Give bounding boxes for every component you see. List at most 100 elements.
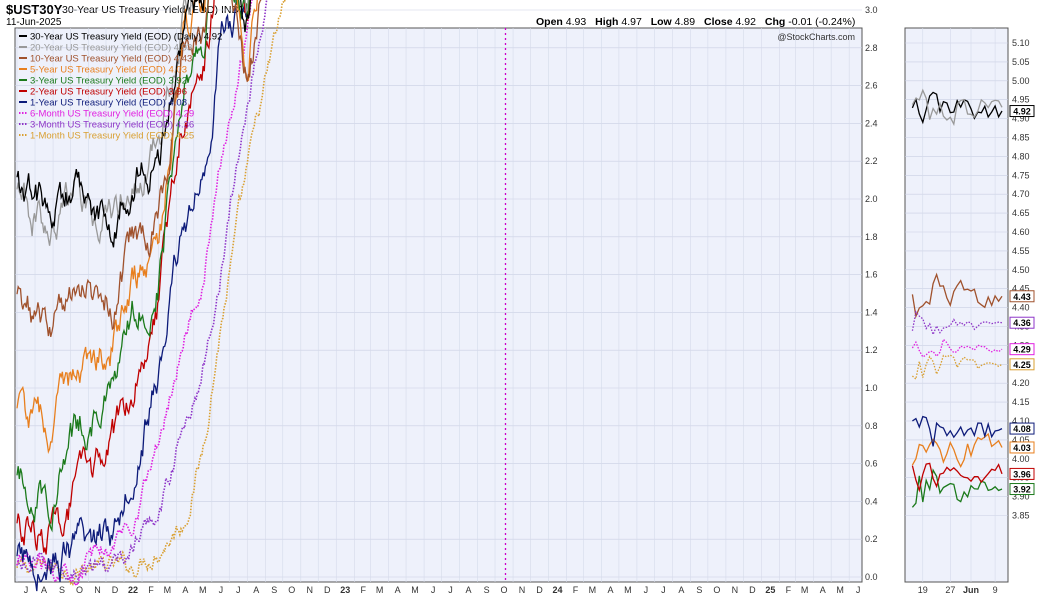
zoom-series-line [911, 88, 1003, 127]
value-tag: 4.92 [1013, 107, 1031, 117]
x-tick-label: A [678, 585, 684, 595]
x-tick-label: M [376, 585, 384, 595]
zoom-y-tick-label: 4.10 [1012, 416, 1030, 426]
chg-label: Chg [764, 16, 786, 28]
y-tick-label: 2.8 [865, 43, 878, 53]
zoom-y-tick-label: 4.65 [1012, 208, 1030, 218]
series-line [16, 0, 249, 246]
series-line [16, 0, 262, 337]
y-tick-label: 1.6 [865, 270, 878, 280]
x-tick-label: N [519, 585, 526, 595]
zoom-y-tick-label: 5.10 [1012, 38, 1030, 48]
series-line [16, 0, 253, 588]
legend-entry: 1-Month US Treasury Yield (EOD) 4.25 [30, 131, 194, 142]
y-tick-label: 0.0 [865, 572, 878, 582]
series-line [16, 0, 251, 555]
x-tick-label: O [76, 585, 83, 595]
x-tick-label: J [448, 585, 453, 595]
zoom-series-line [911, 354, 1003, 381]
y-tick-label: 2.4 [865, 118, 878, 128]
series-line [16, 0, 250, 533]
x-tick-label: M [801, 585, 809, 595]
zoom-y-tick-label: 4.75 [1012, 170, 1030, 180]
x-tick-label: 22 [128, 585, 138, 595]
x-tick-label: O [713, 585, 720, 595]
zoom-series-line [911, 432, 1003, 468]
x-tick-label: A [820, 585, 826, 595]
y-tick-label: 0.6 [865, 459, 878, 469]
y-tick-label: 3.0 [865, 5, 878, 15]
x-tick-label: M [589, 585, 597, 595]
x-tick-label: J [431, 585, 436, 595]
value-tag: 3.92 [1013, 485, 1031, 495]
legend-entry: 3-Year US Treasury Yield (EOD) 3.92 [30, 76, 187, 87]
chg-value: -0.01 (-0.24%) [788, 16, 856, 28]
x-tick-label: A [466, 585, 472, 595]
series-line [16, 0, 251, 592]
x-tick-label: F [361, 585, 367, 595]
zoom-chart: 5.10 5.05 5.00 4.95 4.90 4.85 4.80 4.75 4.70 4.65… [904, 27, 1035, 595]
x-tick-label: M [164, 585, 172, 595]
value-tag: 4.08 [1013, 424, 1031, 434]
value-tag: 4.36 [1013, 318, 1031, 328]
zoom-series-group [911, 88, 1003, 508]
y-axis: 0.0 0.2 0.4 0.6 0.8 1.0 1.2 1.4 1.6 1.8 2.0 2.2 2.4 2… [865, 5, 878, 582]
x-tick-label: 25 [765, 585, 775, 595]
zoom-y-tick-label: 4.00 [1012, 454, 1030, 464]
y-tick-label: 1.4 [865, 307, 878, 317]
watermark: @StockCharts.com [777, 32, 855, 42]
zoom-y-tick-label: 4.15 [1012, 397, 1030, 407]
legend-entry: 10-Year US Treasury Yield (EOD) 4.43 [30, 54, 192, 65]
y-tick-label: 2.0 [865, 194, 878, 204]
x-tick-label: J [24, 585, 29, 595]
x-tick-label: F [573, 585, 579, 595]
series-line [16, 0, 286, 587]
zoom-y-tick-label: 4.70 [1012, 189, 1030, 199]
close-value: 4.92 [735, 16, 756, 28]
zoom-y-tick-label: 4.50 [1012, 265, 1030, 275]
zoom-y-tick-label: 4.55 [1012, 246, 1030, 256]
x-tick-label: J [236, 585, 241, 595]
zoom-series-line [911, 310, 1003, 337]
y-tick-label: 1.2 [865, 345, 878, 355]
zoom-y-tick-label: 5.00 [1012, 76, 1030, 86]
x-tick-label: N [94, 585, 101, 595]
legend-entry: 5-Year US Treasury Yield (EOD) 4.03 [30, 65, 187, 76]
x-tick-label: S [484, 585, 490, 595]
zoom-x-tick-label: 19 [918, 585, 928, 595]
value-tag-box [1009, 358, 1035, 371]
zoom-x-tick-label: 9 [993, 585, 998, 595]
y-tick-label: 0.4 [865, 496, 878, 506]
y-tick-label: 2.2 [865, 156, 878, 166]
zoom-y-tick-label: 4.90 [1012, 114, 1030, 124]
x-tick-label: 24 [553, 585, 563, 595]
zoom-y-tick-label: 3.90 [1012, 492, 1030, 502]
ohlc-readout: Open 4.93 High 4.97 Low 4.89 Close 4.92 … [536, 16, 861, 28]
legend-entry: 30-Year US Treasury Yield (EOD) (Daily) … [30, 32, 222, 43]
x-tick-label: A [41, 585, 47, 595]
zoom-series-line [911, 462, 1003, 493]
x-tick-label: O [501, 585, 508, 595]
zoom-x-tick-label: Jun [963, 585, 979, 595]
value-tag: 4.43 [1013, 292, 1031, 302]
x-tick-label: J [661, 585, 666, 595]
close-label: Close [704, 16, 733, 28]
y-tick-label: 0.8 [865, 421, 878, 431]
series-line [16, 0, 258, 455]
value-tags: 4.92 4.43 4.36 4.29 4.25 4.08 4.03 3.96 3.92 [1009, 105, 1035, 496]
value-tag: 3.96 [1013, 469, 1031, 479]
x-tick-label: S [696, 585, 702, 595]
zoom-y-tick-label: 4.60 [1012, 227, 1030, 237]
x-tick-label: D [749, 585, 756, 595]
x-tick-label: M [624, 585, 632, 595]
x-tick-label: S [59, 585, 65, 595]
zoom-y-tick-label: 4.20 [1012, 378, 1030, 388]
value-tag-box [1009, 105, 1035, 118]
x-tick-label: A [253, 585, 259, 595]
open-label: Open [536, 16, 563, 28]
chart-symbol: $UST30Y [6, 2, 63, 17]
x-tick-label: D [112, 585, 119, 595]
y-tick-label: 1.8 [865, 232, 878, 242]
x-tick-label: S [271, 585, 277, 595]
high-value: 4.97 [621, 16, 642, 28]
